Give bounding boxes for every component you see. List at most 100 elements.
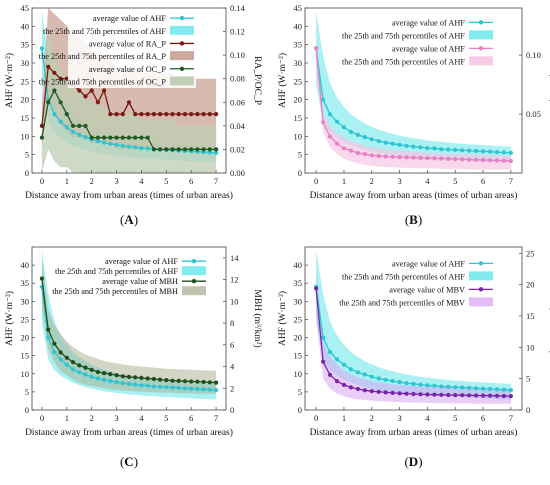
data-point [494, 393, 500, 398]
y-tick-label: 25 [21, 76, 30, 86]
chart-panel-3: 0 1 2 3 4 5 6 7 0 5 10 15 20 25 30 35 40 0 5 10 15 20 25 Distan… [277, 246, 550, 469]
data-point [404, 381, 409, 386]
data-point [501, 387, 506, 392]
y2-tick-label: 0.04 [230, 121, 246, 131]
data-point [453, 393, 458, 398]
data-point [362, 152, 367, 157]
y-tick-label: 10 [21, 131, 30, 141]
y-axis-label: AHF (W·m⁻²) [277, 53, 288, 108]
x-tick-label: 3 [397, 176, 401, 186]
data-point [508, 388, 513, 393]
data-point [334, 119, 340, 124]
data-point [481, 149, 486, 154]
data-point [46, 100, 51, 105]
y-tick-label: 30 [21, 58, 30, 68]
data-point [481, 386, 486, 391]
data-point [120, 135, 125, 140]
data-point [52, 112, 57, 117]
data-point [397, 155, 402, 160]
legend-marker-swatch [478, 20, 484, 25]
data-point [102, 88, 107, 93]
data-point [120, 374, 125, 379]
data-point [446, 392, 451, 398]
data-point [102, 371, 107, 376]
legend-marker-swatch [478, 46, 484, 51]
data-point [362, 372, 367, 377]
data-point [334, 357, 340, 362]
data-point [348, 148, 353, 153]
y-tick-label: 40 [21, 260, 30, 270]
y-tick-label: 15 [294, 113, 303, 123]
data-point [460, 385, 465, 390]
x-tick-label: 6 [189, 176, 193, 186]
data-point [52, 70, 57, 75]
x-tick-label: 2 [90, 413, 94, 423]
data-point [158, 384, 163, 389]
data-point [474, 157, 479, 162]
data-point [201, 379, 206, 385]
data-point [453, 147, 458, 152]
data-point [467, 148, 472, 153]
y2-tick-label: 12 [230, 275, 239, 285]
data-point [139, 135, 144, 140]
y-tick-label: 30 [294, 296, 303, 306]
data-point [341, 125, 346, 130]
x-tick-label: 0 [40, 413, 44, 423]
band-series-1 [316, 41, 511, 170]
data-point [362, 135, 367, 140]
panel-label: (D) [404, 454, 422, 469]
y2-tick-label: 10 [526, 342, 535, 352]
data-point [460, 393, 465, 398]
x-axis-label: Distance away from urban areas (times of… [310, 190, 518, 201]
x-tick-label: 2 [370, 413, 374, 423]
data-point [52, 349, 57, 355]
legend-label-band: the 25th and 75th percentiles of AHF [342, 31, 465, 40]
data-point [170, 112, 175, 117]
data-point [390, 378, 395, 384]
data-point [195, 379, 200, 384]
x-tick-label: 7 [214, 176, 218, 186]
y-tick-label: 35 [294, 278, 303, 288]
y-tick-label: 35 [21, 40, 30, 50]
data-point [327, 372, 333, 377]
data-point [446, 147, 451, 152]
legend-label-line: average value of AHF [93, 14, 166, 23]
data-point [334, 141, 340, 146]
x-tick-label: 5 [164, 413, 168, 423]
y-tick-label: 0 [25, 168, 29, 178]
y-tick-label: 10 [294, 131, 303, 141]
data-point [145, 135, 150, 140]
data-point [83, 123, 88, 128]
data-point [418, 155, 423, 160]
data-point [439, 392, 444, 397]
data-point [39, 135, 45, 140]
data-point [376, 389, 381, 394]
data-point [39, 46, 45, 51]
x-tick-label: 5 [164, 176, 168, 186]
y2-axis-label: RA_P/OC_P [252, 56, 262, 105]
data-point [501, 150, 506, 155]
legend-marker-swatch [179, 15, 185, 21]
data-point [481, 393, 486, 398]
data-point [348, 367, 353, 372]
data-point [195, 147, 200, 152]
y2-tick-label: 10 [230, 296, 239, 306]
data-point [126, 374, 132, 379]
data-point [170, 385, 175, 390]
y2-axis-label: MBH (m³/km²) [252, 289, 263, 347]
data-point [133, 375, 138, 380]
data-point [207, 150, 212, 155]
data-point [474, 393, 479, 398]
y-tick-label: 20 [21, 333, 30, 343]
y2-tick-label: 25 [526, 248, 535, 258]
data-point [404, 143, 409, 148]
data-point [95, 139, 100, 144]
data-point [39, 123, 45, 128]
y2-tick-label: 0.00 [230, 168, 245, 178]
data-point [376, 376, 381, 381]
legend-label-line: average value of MBV [389, 285, 465, 294]
x-tick-label: 6 [189, 413, 193, 423]
plot-frame [304, 246, 523, 411]
data-point [418, 392, 423, 397]
data-point [460, 157, 465, 162]
